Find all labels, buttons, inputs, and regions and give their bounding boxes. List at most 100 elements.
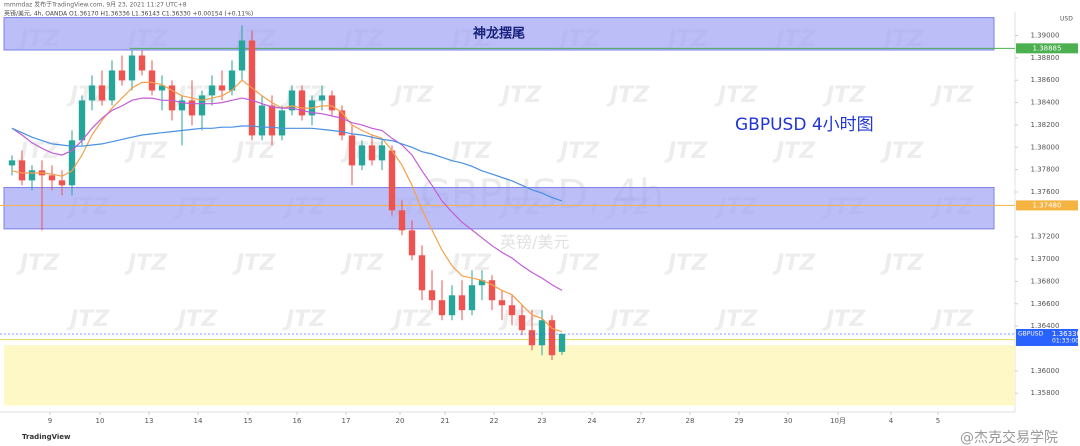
candle-body (8, 160, 16, 166)
zone (3, 17, 995, 51)
candle-body (88, 85, 96, 101)
level-tag (1016, 200, 1078, 211)
price-tag-name: GBPUSD (1018, 330, 1044, 337)
candle-body (358, 145, 366, 166)
candle-body (208, 85, 216, 96)
candle-body (218, 85, 226, 91)
x-tick-label: 16 (293, 417, 302, 425)
x-tick-label: 29 (735, 417, 744, 425)
level-tag (1016, 43, 1078, 54)
candle-body (178, 100, 186, 111)
watermark-brand: JTZ (448, 251, 492, 276)
candle-body (518, 315, 526, 331)
y-tick-label: 1.36600 (1031, 300, 1060, 308)
watermark-name: 英镑/美元 (500, 233, 569, 252)
candle-body (48, 175, 56, 181)
candle-body (348, 135, 356, 166)
candle-body (498, 300, 506, 306)
candle-body (78, 100, 86, 141)
candle-body (118, 70, 126, 81)
zone (4, 345, 1015, 406)
x-tick-label: 30 (784, 417, 793, 425)
watermark-brand: JTZ (930, 307, 974, 332)
watermark-brand: JTZ (664, 139, 708, 164)
candle-body (368, 145, 376, 161)
y-tick-label: 1.36000 (1031, 367, 1060, 375)
watermark-brand: JTZ (174, 307, 218, 332)
candle-body (458, 295, 466, 311)
y-tick-label: 1.35800 (1031, 389, 1060, 397)
candle-body (188, 100, 196, 116)
watermark-brand: JTZ (498, 83, 542, 108)
candle-body (448, 295, 456, 316)
price-tag (1016, 328, 1078, 346)
x-tick-label: 9 (48, 417, 52, 425)
x-tick-label: 24 (588, 417, 597, 425)
candle-body (508, 305, 516, 316)
header: mmmdaz 发布于TradingView.com, 9月 23, 2021 1… (4, 1, 187, 9)
y-tick-label: 1.38400 (1031, 99, 1060, 107)
price-tag-label: 1.36330 (1052, 330, 1080, 338)
watermark-brand: JTZ (714, 83, 758, 108)
zone (3, 187, 995, 230)
y-tick-label: 1.38600 (1031, 76, 1060, 84)
watermark-brand: JTZ (822, 307, 866, 332)
candle-body (278, 110, 286, 136)
x-tick-label: 17 (342, 417, 351, 425)
candle-body (378, 145, 386, 161)
watermark-brand: JTZ (232, 139, 276, 164)
x-tick-label: 13 (145, 417, 154, 425)
candle-body (238, 40, 246, 71)
y-tick-label: 1.36400 (1031, 322, 1060, 330)
x-tick-label: 4 (889, 417, 894, 425)
candle-body (98, 85, 106, 101)
watermark-brand: JTZ (66, 307, 110, 332)
watermark-brand: JTZ (232, 251, 276, 276)
watermark-brand: JTZ (340, 251, 384, 276)
candle-body (398, 210, 406, 231)
candle-body (138, 55, 146, 71)
watermark-brand: JTZ (822, 83, 866, 108)
candle-body (128, 55, 136, 81)
x-tick-label: 20 (396, 417, 405, 425)
candle-body (148, 70, 156, 91)
x-tick-label: 10月 (830, 417, 846, 425)
x-tick-label: 15 (244, 417, 253, 425)
watermark-brand: JTZ (556, 139, 600, 164)
candle-body (198, 95, 206, 116)
x-tick-label: 28 (686, 417, 695, 425)
moving-average (11, 79, 563, 333)
watermark-brand: JTZ (282, 307, 326, 332)
candle-body (298, 90, 306, 116)
legend-text: 英镑/美元, 4h, OANDA O1.36170 H1.36336 L1.36… (4, 10, 253, 18)
candle-body (558, 333, 566, 352)
x-tick-label: 14 (194, 417, 203, 425)
x-tick-label: 27 (637, 417, 646, 425)
candle-body (288, 90, 296, 111)
currency: USD (1060, 16, 1073, 23)
level-label: 1.38885 (1033, 44, 1062, 52)
zone-label: 神龙摆尾 (473, 25, 525, 41)
candle-body (478, 280, 486, 286)
watermark-brand: JTZ (390, 83, 434, 108)
y-tick-label: 1.38200 (1031, 121, 1060, 129)
candle-body (468, 285, 476, 311)
candle-body (258, 105, 266, 136)
candle-body (58, 180, 66, 186)
y-tick-label: 1.36800 (1031, 277, 1060, 285)
watermark-brand: JTZ (606, 307, 650, 332)
y-tick-label: 1.38000 (1031, 143, 1060, 151)
watermark-brand: JTZ (880, 139, 924, 164)
y-tick-label: 1.37200 (1031, 233, 1060, 241)
candle-body (488, 280, 496, 301)
candle-body (438, 300, 446, 316)
candle-body (268, 105, 276, 136)
candle-body (68, 140, 76, 186)
x-tick-label: 21 (441, 417, 450, 425)
watermark-brand: JTZ (772, 251, 816, 276)
x-tick-label: 10 (96, 417, 105, 425)
candle-body (418, 255, 426, 291)
candle-body (28, 170, 36, 181)
platform: TradingView (22, 433, 71, 441)
watermark-brand: JTZ (664, 251, 708, 276)
